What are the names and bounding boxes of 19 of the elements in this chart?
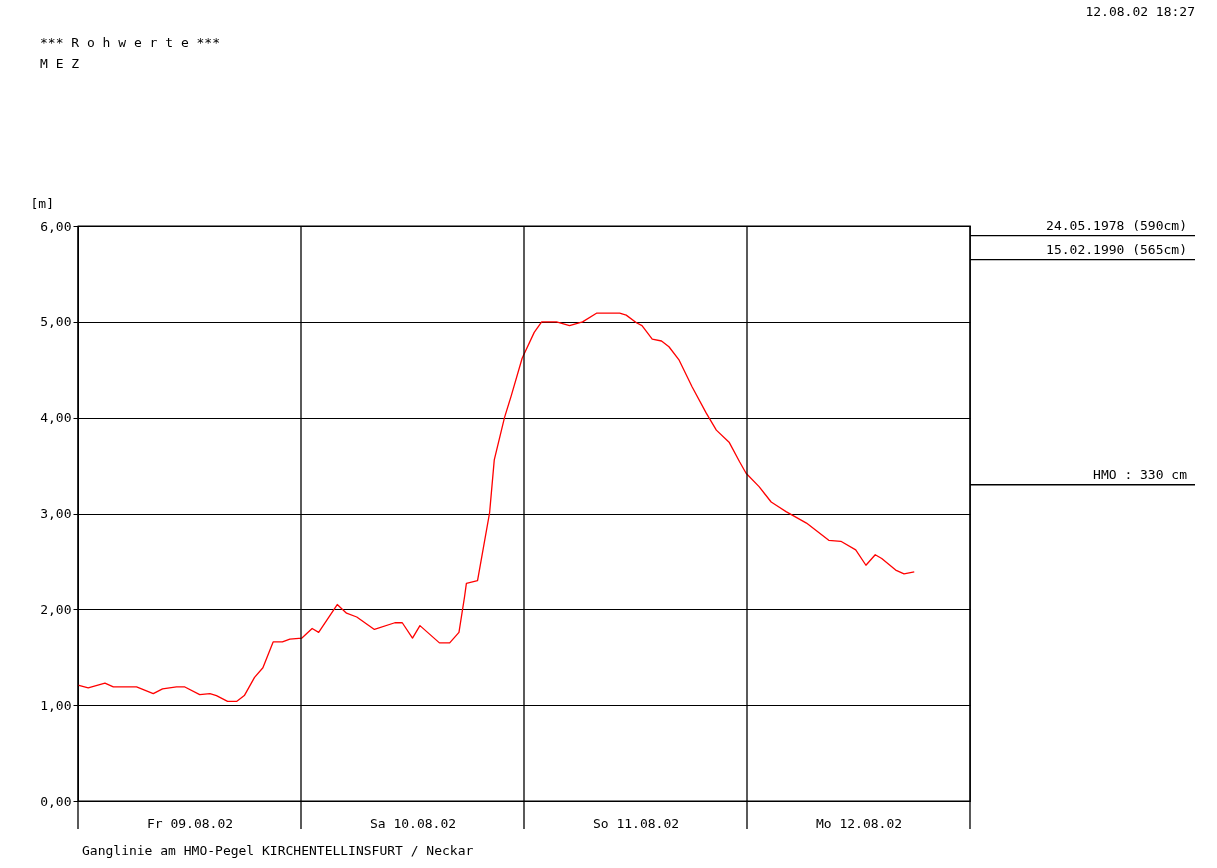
- x-tick-label: Sa 10.08.02: [369, 815, 457, 831]
- chart-title: *** R o h w e r t e ***: [40, 35, 221, 50]
- y-tick-label: 2,00: [40, 601, 72, 617]
- y-tick-label: 1,00: [40, 697, 72, 713]
- x-tick-label: So 11.08.02: [592, 815, 680, 831]
- ref-line-label: 15.02.1990 (565cm): [1046, 241, 1187, 257]
- y-axis-title: [m]: [30, 195, 54, 211]
- y-tick-label: 0,00: [40, 793, 72, 809]
- x-tick-label: Mo 12.08.02: [815, 815, 903, 831]
- ref-line-label: HMO : 330 cm: [1093, 466, 1188, 482]
- chart-subtitle: M E Z: [40, 56, 80, 71]
- y-tick-label: 3,00: [40, 506, 72, 521]
- text: Ganglinie am HMO-Pegel KIRCHENTELLINSFURT / Neckar: [82, 843, 474, 858]
- x-tick-label: Fr 09.08.02: [146, 815, 234, 831]
- ref-line-label: 24.05.1978 (590cm): [1046, 217, 1187, 233]
- text: 12.08.02 18:27: [1085, 4, 1195, 19]
- y-tick-label: 4,00: [40, 410, 72, 426]
- y-tick-label: 5,00: [40, 314, 72, 330]
- y-tick-label: 6,00: [40, 218, 72, 234]
